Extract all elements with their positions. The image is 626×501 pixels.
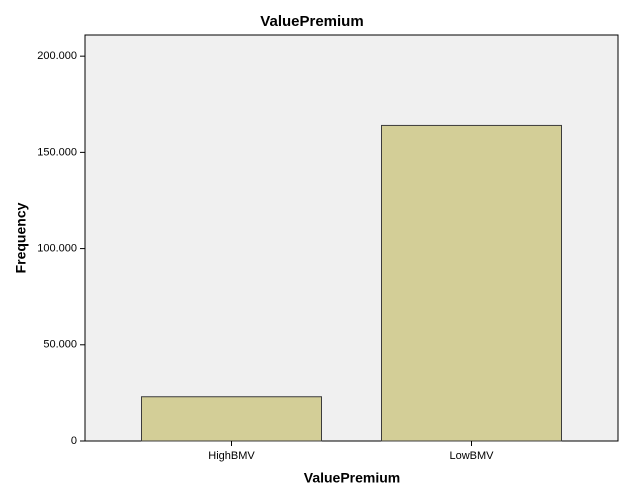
y-tick-label: 100.000 [37,242,77,254]
bar [381,124,562,442]
x-axis-title: ValuePremium [304,470,401,486]
chart-title: ValuePremium [260,13,363,30]
bar [141,396,322,442]
x-tick-label: HighBMV [208,450,255,462]
y-tick-label: 150.000 [37,146,77,158]
y-tick-label: 200.000 [37,50,77,62]
y-tick-label: 50.000 [43,339,77,351]
y-tick-label: 0 [71,435,77,447]
y-axis-title: Frequency [13,202,29,273]
x-tick-label: LowBMV [449,450,494,462]
